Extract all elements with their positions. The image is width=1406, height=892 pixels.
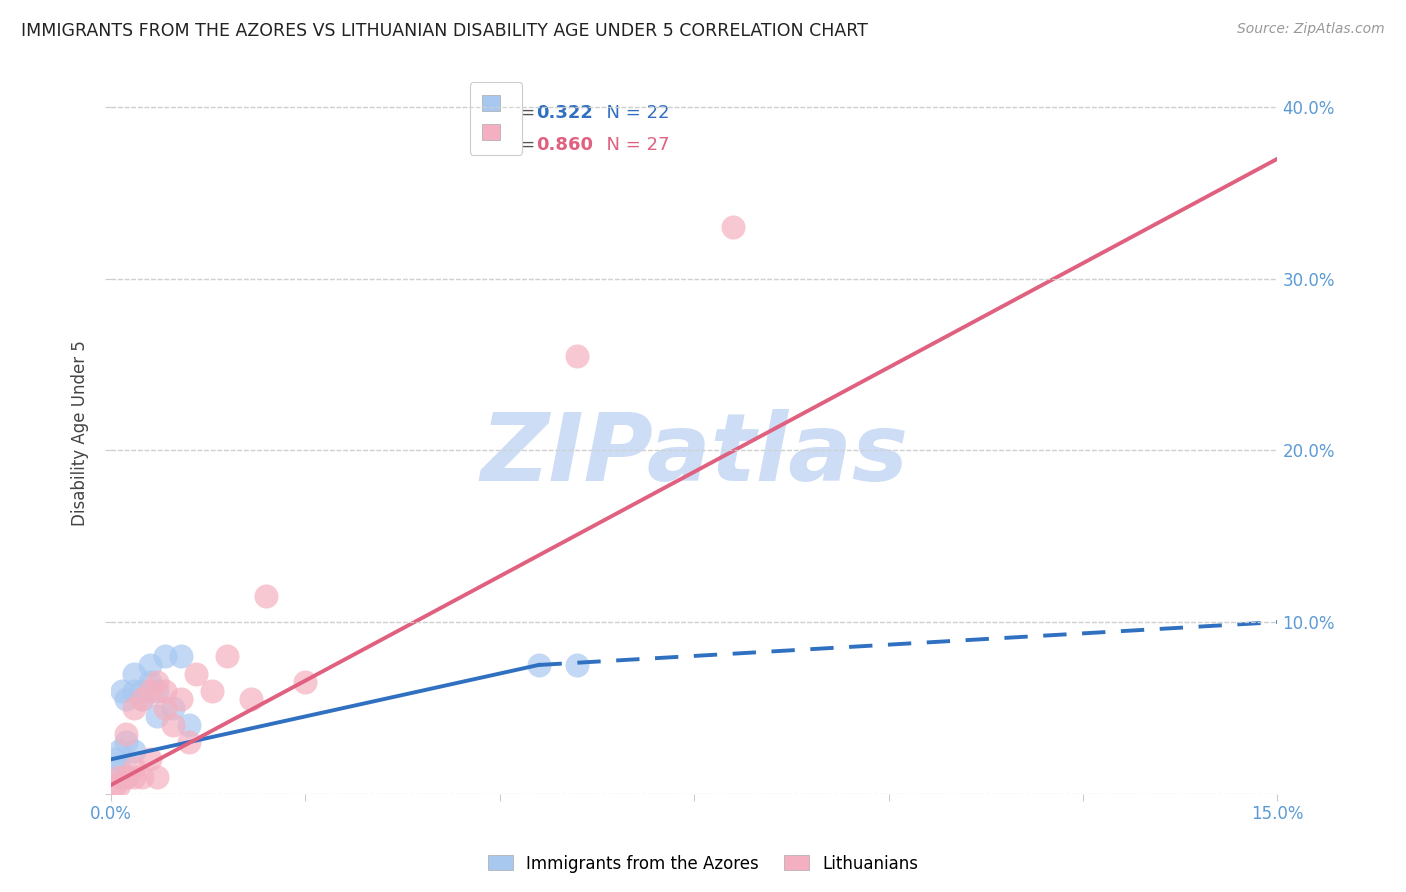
Point xyxy=(115,735,138,749)
Point xyxy=(138,657,160,672)
Point xyxy=(104,752,127,766)
Y-axis label: Disability Age Under 5: Disability Age Under 5 xyxy=(72,341,89,526)
Point xyxy=(131,683,153,698)
Point xyxy=(155,701,177,715)
Point xyxy=(107,761,129,775)
Point xyxy=(115,726,138,740)
Point xyxy=(146,770,169,784)
Point xyxy=(155,683,177,698)
Text: ZIPatlas: ZIPatlas xyxy=(479,409,908,501)
Point xyxy=(122,770,145,784)
Point xyxy=(146,709,169,723)
Point xyxy=(239,692,262,706)
Point xyxy=(115,770,138,784)
Point xyxy=(138,675,160,690)
Point xyxy=(131,692,153,706)
Point xyxy=(122,683,145,698)
Legend: , : , xyxy=(470,82,522,154)
Text: 0.860: 0.860 xyxy=(537,136,593,154)
Text: N = 27: N = 27 xyxy=(595,136,669,154)
Point xyxy=(138,752,160,766)
Point xyxy=(131,770,153,784)
Point xyxy=(131,692,153,706)
Point xyxy=(107,770,129,784)
Point xyxy=(567,657,589,672)
Point xyxy=(104,778,127,792)
Text: R =: R = xyxy=(502,103,540,121)
Point xyxy=(107,744,129,758)
Point xyxy=(254,590,277,604)
Text: R =: R = xyxy=(502,136,540,154)
Point xyxy=(170,692,193,706)
Point xyxy=(146,675,169,690)
Point xyxy=(527,657,550,672)
Text: Source: ZipAtlas.com: Source: ZipAtlas.com xyxy=(1237,22,1385,37)
Legend: Immigrants from the Azores, Lithuanians: Immigrants from the Azores, Lithuanians xyxy=(481,848,925,880)
Text: N = 22: N = 22 xyxy=(595,103,669,121)
Point xyxy=(122,701,145,715)
Point xyxy=(115,770,138,784)
Point xyxy=(177,718,200,732)
Point xyxy=(146,683,169,698)
Point xyxy=(122,761,145,775)
Point xyxy=(162,701,184,715)
Point xyxy=(217,649,239,664)
Point xyxy=(122,666,145,681)
Point xyxy=(107,778,129,792)
Point xyxy=(138,683,160,698)
Point xyxy=(115,692,138,706)
Point xyxy=(294,675,316,690)
Point xyxy=(122,744,145,758)
Text: 0.322: 0.322 xyxy=(537,103,593,121)
Point xyxy=(186,666,208,681)
Point xyxy=(162,718,184,732)
Point xyxy=(155,649,177,664)
Point xyxy=(721,220,744,235)
Point xyxy=(201,683,224,698)
Point xyxy=(567,349,589,363)
Point xyxy=(111,683,134,698)
Point xyxy=(170,649,193,664)
Text: IMMIGRANTS FROM THE AZORES VS LITHUANIAN DISABILITY AGE UNDER 5 CORRELATION CHAR: IMMIGRANTS FROM THE AZORES VS LITHUANIAN… xyxy=(21,22,868,40)
Point xyxy=(177,735,200,749)
